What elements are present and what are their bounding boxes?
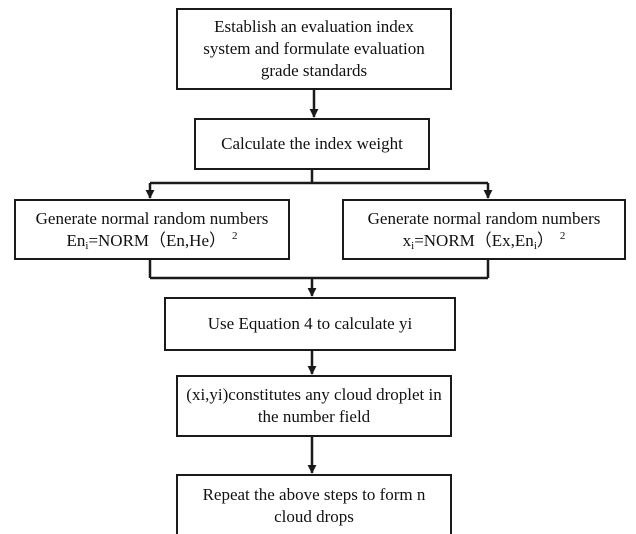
node-title: Generate normal random numbers: [367, 208, 601, 228]
node-text-line: the number field: [257, 407, 371, 426]
node-calculate-weight: Calculate the index weight: [194, 118, 430, 170]
node-text-line: system and formulate evaluation: [203, 39, 425, 58]
node-title: Generate normal random numbers: [35, 208, 269, 228]
node-generate-x-random: Generate normal random numbers xi=NORM（E…: [342, 199, 626, 260]
node-text-line: Establish an evaluation index: [214, 17, 414, 36]
node-establish-index-system: Establish an evaluation index system and…: [176, 8, 452, 90]
node-text-line: cloud drops: [274, 507, 354, 526]
formula-subscript: i: [411, 239, 415, 252]
formula-expression-end: ）: [536, 230, 554, 250]
node-formula: Eni=NORM（En,He） 2: [66, 230, 237, 252]
node-cloud-droplet: (xi,yi)constitutes any cloud droplet in …: [176, 375, 452, 437]
formula-variable: x: [402, 230, 412, 250]
node-repeat-steps: Repeat the above steps to form n cloud d…: [176, 474, 452, 534]
node-formula: xi=NORM（Ex,Eni） 2: [403, 230, 566, 252]
node-text-line: (xi,yi)constitutes any cloud droplet in: [186, 385, 442, 404]
node-use-equation: Use Equation 4 to calculate yi: [164, 297, 456, 351]
formula-subscript: i: [85, 239, 89, 252]
formula-inner-subscript: i: [533, 239, 537, 252]
formula-expression: =NORM（En,He）: [88, 230, 226, 250]
formula-superscript: 2: [232, 229, 238, 242]
formula-variable: En: [66, 230, 86, 250]
node-text-line: Repeat the above steps to form n: [202, 485, 426, 504]
formula-expression: =NORM（Ex,En: [414, 230, 534, 250]
node-text-line: Calculate the index weight: [221, 134, 403, 153]
node-generate-en-random: Generate normal random numbers Eni=NORM（…: [14, 199, 290, 260]
node-text-line: Use Equation 4 to calculate yi: [207, 314, 413, 333]
node-text-line: grade standards: [260, 61, 368, 80]
formula-superscript: 2: [559, 229, 566, 242]
